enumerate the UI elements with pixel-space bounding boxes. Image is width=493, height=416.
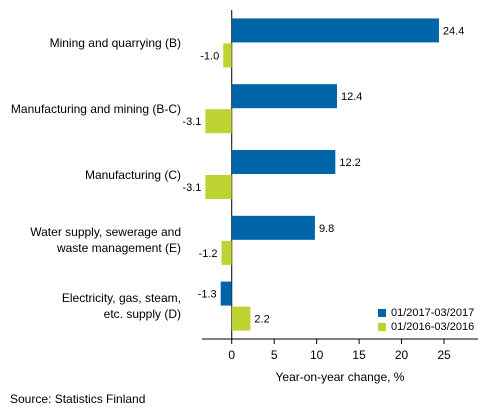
x-tick-label: 10 bbox=[310, 348, 324, 362]
bar-value-label: -1.0 bbox=[200, 50, 219, 62]
x-tick-label: 20 bbox=[395, 348, 409, 362]
category-label-line: etc. supply (D) bbox=[103, 307, 181, 322]
category-label-line: waste management (E) bbox=[56, 241, 181, 256]
category-label: Electricity, gas, steam, etc. supply (D) bbox=[0, 290, 181, 322]
bar bbox=[221, 240, 232, 265]
legend-swatch-series-1 bbox=[378, 309, 386, 317]
category-label: Mining and quarrying (B) bbox=[0, 35, 181, 51]
bar-value-label: 2.2 bbox=[254, 314, 269, 326]
bar bbox=[220, 281, 232, 306]
x-axis-label: Year-on-year change, % bbox=[275, 370, 405, 384]
bar-value-label: 12.2 bbox=[339, 157, 360, 169]
x-tick-label: 5 bbox=[271, 348, 278, 362]
bar-value-label: 9.8 bbox=[319, 223, 334, 235]
bar bbox=[223, 43, 232, 68]
category-label-line: Mining and quarrying (B) bbox=[49, 35, 181, 50]
bar bbox=[231, 306, 251, 331]
category-label: Water supply, sewerage and waste manageme… bbox=[0, 224, 181, 256]
bar-value-label: -1.3 bbox=[198, 289, 217, 301]
legend-label-series-2: 01/2016-03/2016 bbox=[391, 321, 475, 333]
category-label-line: Manufacturing (C) bbox=[84, 167, 181, 182]
category-label-line: Water supply, sewerage and bbox=[30, 225, 181, 240]
legend: 01/2017-03/2017 01/2016-03/2016 bbox=[378, 306, 474, 334]
x-tick-label: 15 bbox=[352, 348, 366, 362]
bar-value-label: 24.4 bbox=[443, 25, 464, 37]
legend-label-series-1: 01/2017-03/2017 bbox=[391, 307, 475, 319]
bar-value-label: -3.1 bbox=[182, 116, 201, 128]
bar bbox=[231, 18, 439, 43]
category-label: Manufacturing and mining (B-C) bbox=[0, 101, 181, 117]
legend-swatch-series-2 bbox=[378, 323, 386, 331]
x-tick-label: 0 bbox=[228, 348, 235, 362]
x-tick-label: 25 bbox=[437, 348, 451, 362]
category-label: Manufacturing (C) bbox=[0, 167, 181, 183]
bar bbox=[205, 109, 232, 134]
source-note: Source: Statistics Finland bbox=[10, 392, 146, 406]
bar-value-label: 12.4 bbox=[341, 91, 362, 103]
bar bbox=[231, 150, 336, 174]
bar-value-label: -3.1 bbox=[182, 182, 201, 194]
bar bbox=[205, 175, 232, 199]
category-label-line: Electricity, gas, steam, bbox=[61, 291, 181, 306]
legend-item-series-2: 01/2016-03/2016 bbox=[378, 320, 474, 334]
legend-item-series-1: 01/2017-03/2017 bbox=[378, 306, 474, 320]
bar bbox=[231, 84, 338, 109]
bar bbox=[231, 215, 315, 240]
bar-value-label: -1.2 bbox=[199, 248, 218, 260]
category-label-line: Manufacturing and mining (B-C) bbox=[10, 101, 181, 116]
